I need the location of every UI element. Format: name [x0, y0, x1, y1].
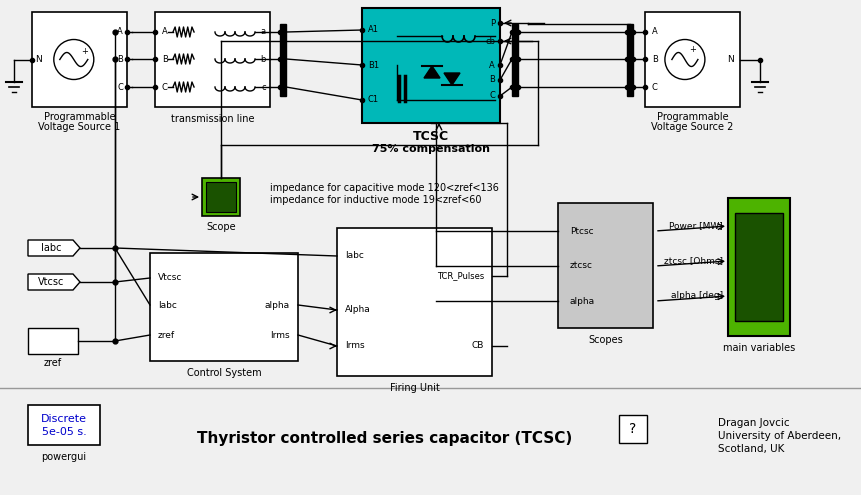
Text: Iabc: Iabc — [158, 300, 177, 309]
Text: +: + — [690, 45, 697, 54]
Text: Voltage Source 2: Voltage Source 2 — [651, 122, 734, 132]
Text: Alpha: Alpha — [345, 305, 371, 314]
Text: B: B — [162, 54, 168, 63]
Text: Discrete: Discrete — [41, 414, 87, 424]
Text: Power [MW]: Power [MW] — [669, 221, 723, 231]
Text: alpha: alpha — [570, 297, 595, 305]
Bar — [32, 12, 127, 107]
Bar — [280, 24, 286, 96]
Text: Vtcsc: Vtcsc — [38, 277, 65, 287]
Text: Voltage Source 1: Voltage Source 1 — [39, 122, 121, 132]
Circle shape — [53, 40, 94, 80]
Text: ztcsc [Ohms]: ztcsc [Ohms] — [664, 256, 723, 265]
Text: C: C — [652, 83, 658, 92]
Bar — [619, 415, 647, 443]
Text: A: A — [652, 28, 658, 37]
Text: alpha [deg]: alpha [deg] — [671, 292, 723, 300]
Text: TCR_Pulses: TCR_Pulses — [437, 271, 484, 281]
Text: Programmable: Programmable — [44, 112, 115, 122]
Text: Irms: Irms — [270, 331, 290, 340]
Text: impedance for inductive mode 19<zref<60: impedance for inductive mode 19<zref<60 — [270, 195, 481, 205]
Text: main variables: main variables — [723, 343, 795, 353]
Polygon shape — [28, 240, 80, 256]
Bar — [627, 24, 633, 96]
Bar — [728, 198, 790, 336]
Text: Scope: Scope — [206, 222, 236, 232]
Text: b: b — [261, 54, 266, 63]
Text: zref: zref — [44, 358, 62, 368]
Text: Iabc: Iabc — [40, 243, 61, 253]
Text: C: C — [489, 92, 495, 100]
Bar — [0, 388, 861, 495]
Text: c: c — [262, 83, 266, 92]
Text: N: N — [35, 55, 42, 64]
Text: Scopes: Scopes — [588, 335, 623, 345]
Text: CB: CB — [472, 342, 484, 350]
Text: Ptcsc: Ptcsc — [570, 227, 593, 236]
Text: C: C — [117, 83, 123, 92]
Bar — [362, 8, 500, 123]
Text: Dragan Jovcic: Dragan Jovcic — [718, 418, 790, 428]
Text: A: A — [162, 28, 168, 37]
Text: powergui: powergui — [41, 452, 87, 462]
Text: N: N — [728, 55, 734, 64]
Text: A: A — [489, 60, 495, 69]
Text: Firing Unit: Firing Unit — [389, 383, 439, 393]
Text: 75% compensation: 75% compensation — [372, 144, 490, 154]
Text: zref: zref — [158, 331, 175, 340]
Text: TCSC: TCSC — [413, 131, 449, 144]
Text: Iabc: Iabc — [345, 251, 364, 260]
Text: P: P — [490, 18, 495, 28]
Bar — [150, 253, 298, 361]
Bar — [155, 12, 270, 107]
Bar — [28, 328, 78, 354]
Bar — [645, 12, 740, 107]
Text: B: B — [117, 54, 123, 63]
Text: cb: cb — [485, 37, 495, 46]
Bar — [206, 182, 236, 212]
Bar — [558, 203, 653, 328]
Text: +: + — [81, 47, 88, 56]
Bar — [28, 405, 100, 445]
Text: transmission line: transmission line — [170, 114, 254, 124]
Text: 5e-05 s.: 5e-05 s. — [41, 427, 86, 437]
Bar — [202, 178, 240, 216]
Text: A: A — [117, 28, 123, 37]
Polygon shape — [28, 274, 80, 290]
Text: Control System: Control System — [187, 368, 261, 378]
Text: alpha: alpha — [265, 300, 290, 309]
Bar — [512, 24, 518, 96]
Polygon shape — [444, 73, 460, 85]
Text: ztcsc: ztcsc — [570, 261, 593, 270]
Text: impedance for capacitive mode 120<zref<136: impedance for capacitive mode 120<zref<1… — [270, 183, 499, 193]
Text: Programmable: Programmable — [657, 112, 728, 122]
Text: Vtcsc: Vtcsc — [158, 274, 183, 283]
Bar — [337, 228, 492, 376]
Text: Irms: Irms — [345, 342, 364, 350]
Text: Thyristor controlled series capacitor (TCSC): Thyristor controlled series capacitor (T… — [197, 431, 573, 446]
Text: B: B — [652, 54, 658, 63]
Text: C1: C1 — [368, 96, 379, 104]
Text: University of Aberdeen,: University of Aberdeen, — [718, 431, 841, 441]
Text: ?: ? — [629, 422, 636, 436]
Text: Scotland, UK: Scotland, UK — [718, 444, 784, 454]
Text: A1: A1 — [368, 26, 379, 35]
Text: a: a — [261, 28, 266, 37]
Bar — [735, 213, 783, 321]
Text: B1: B1 — [368, 60, 379, 69]
Text: B: B — [489, 76, 495, 85]
Text: C: C — [162, 83, 168, 92]
Circle shape — [665, 40, 705, 80]
Polygon shape — [424, 66, 440, 78]
